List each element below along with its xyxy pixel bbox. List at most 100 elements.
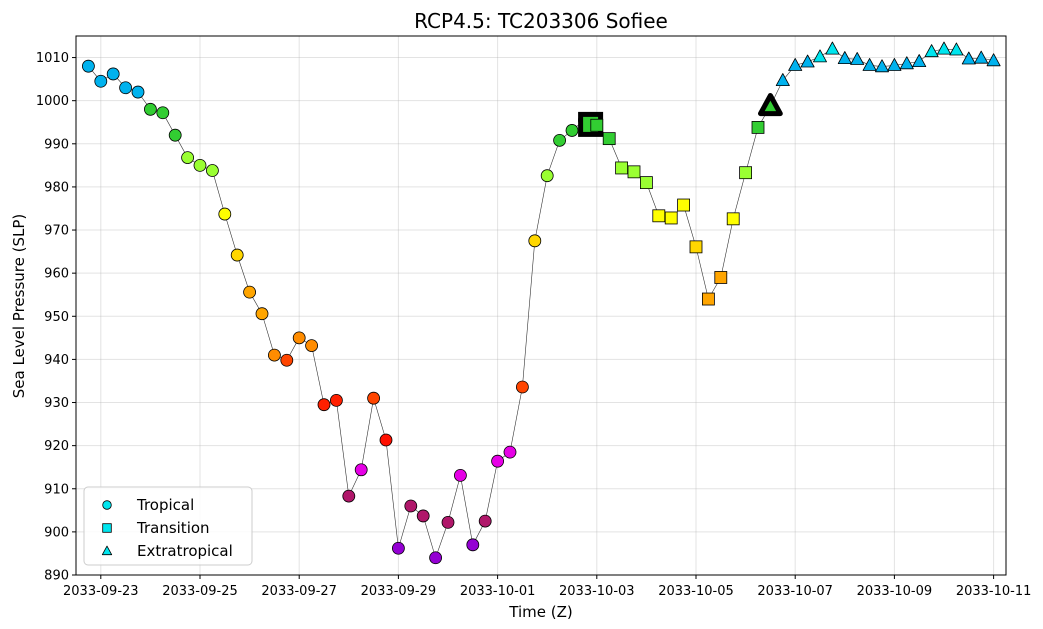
y-tick-label: 970 — [44, 224, 69, 239]
y-tick-label: 950 — [44, 310, 69, 325]
data-markers — [82, 41, 1001, 565]
plot-area-frame — [75, 35, 1007, 576]
x-tick-label: 2033-10-09 — [857, 584, 933, 599]
circle-data-point — [143, 102, 157, 116]
square-data-point — [739, 166, 752, 180]
legend-triangle-marker — [101, 545, 113, 556]
square-data-point — [602, 132, 616, 146]
x-tick-label: 2033-10-03 — [559, 584, 635, 599]
chart-title: RCP4.5: TC203306 Sofiee — [414, 9, 668, 33]
axis-ticks: 2033-09-23 2033-09-25 2033-09-27 2033-09-29… — [36, 51, 1031, 599]
x-tick-label: 2033-09-29 — [361, 584, 437, 599]
x-tick-label: 2033-09-23 — [63, 584, 139, 599]
circle-data-point — [441, 515, 455, 529]
circle-data-point — [379, 433, 393, 447]
circle-data-point — [119, 81, 132, 95]
y-axis-label: Sea Level Pressure (SLP) — [10, 214, 28, 399]
circle-data-point — [131, 85, 145, 99]
circle-data-point — [565, 124, 579, 137]
y-tick-label: 940 — [44, 353, 69, 368]
circle-data-point — [478, 514, 492, 528]
circle-data-point — [106, 67, 120, 81]
circle-data-point — [503, 445, 517, 459]
legend-box — [83, 486, 253, 566]
triangle-data-point — [862, 58, 877, 71]
triangle-data-point — [961, 51, 976, 65]
circle-data-point — [94, 74, 108, 88]
y-tick-label: 920 — [44, 439, 69, 454]
circle-data-point — [156, 106, 170, 120]
circle-data-point — [267, 348, 281, 362]
circle-data-point — [168, 128, 182, 142]
circle-data-point — [243, 285, 257, 299]
triangle-data-point — [937, 41, 951, 55]
triangle-data-point — [850, 52, 865, 65]
square-data-point — [590, 118, 604, 132]
circle-data-point — [491, 454, 505, 468]
y-tick-label: 930 — [44, 396, 69, 411]
x-tick-label: 2033-09-27 — [261, 584, 337, 599]
legend-label: Transition — [136, 519, 210, 537]
triangle-data-point — [813, 49, 827, 63]
circle-data-point — [367, 391, 381, 405]
triangle-data-point — [949, 42, 964, 56]
circle-data-point — [466, 538, 480, 552]
circle-data-point — [553, 133, 566, 147]
circle-data-point — [205, 164, 219, 177]
circle-data-point — [354, 463, 368, 477]
y-tick-label: 960 — [44, 267, 69, 282]
square-data-point — [714, 271, 728, 284]
y-tick-label: 910 — [44, 482, 69, 497]
x-tick-label: 2033-10-01 — [460, 584, 536, 599]
x-tick-label: 2033-10-11 — [956, 584, 1032, 599]
triangle-data-point — [986, 53, 1001, 67]
triangle-data-point — [899, 56, 914, 70]
circle-data-point — [305, 339, 319, 353]
square-data-point — [664, 211, 678, 225]
triangle-data-point — [775, 73, 790, 86]
square-data-point — [702, 292, 715, 306]
circle-data-point — [329, 393, 343, 407]
triangle-data-point — [974, 50, 989, 64]
circle-data-point — [540, 169, 554, 183]
circle-data-point — [230, 248, 244, 262]
triangle-data-point — [837, 51, 852, 64]
square-data-point — [677, 198, 690, 212]
triangle-data-point — [924, 44, 939, 58]
y-tick-label: 990 — [44, 137, 69, 152]
circle-data-point — [193, 158, 207, 172]
circle-data-point — [292, 331, 306, 345]
circle-data-point — [82, 59, 95, 73]
y-tick-label: 900 — [44, 525, 69, 540]
y-tick-label: 1010 — [36, 51, 69, 66]
y-tick-label: 1000 — [36, 94, 69, 109]
square-data-point — [652, 209, 666, 223]
circle-data-point — [342, 489, 356, 503]
legend-label: Tropical — [136, 496, 194, 514]
circle-data-point — [181, 151, 195, 164]
x-tick-label: 2033-10-05 — [658, 584, 734, 599]
x-tick-label: 2033-10-07 — [757, 584, 833, 599]
square-data-point — [726, 212, 740, 226]
triangle-data-point — [875, 59, 889, 73]
circle-data-point — [404, 499, 418, 513]
phase-change-triangle-marker — [758, 93, 783, 117]
circle-data-point — [317, 398, 331, 412]
legend: Tropical Transition Extratropical — [83, 486, 253, 566]
square-data-point — [615, 161, 628, 175]
square-data-point — [689, 240, 703, 254]
legend-circle-marker — [102, 500, 112, 510]
y-tick-label: 890 — [44, 569, 69, 584]
circle-data-point — [416, 509, 430, 523]
circle-data-point — [453, 468, 467, 482]
square-data-point — [751, 121, 765, 134]
triangle-data-point — [788, 58, 803, 71]
circle-data-point — [280, 353, 294, 367]
circle-data-point — [429, 551, 443, 565]
x-axis-label: Time (Z) — [508, 603, 572, 621]
circle-data-point — [528, 234, 542, 248]
square-data-point — [640, 176, 653, 190]
circle-data-point — [391, 541, 405, 555]
circle-data-point — [218, 207, 232, 221]
